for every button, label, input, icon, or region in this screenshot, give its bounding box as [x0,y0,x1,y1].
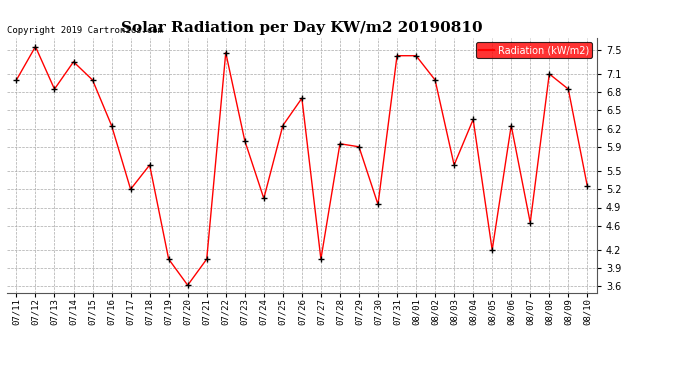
Legend: Radiation (kW/m2): Radiation (kW/m2) [476,42,592,58]
Title: Solar Radiation per Day KW/m2 20190810: Solar Radiation per Day KW/m2 20190810 [121,21,483,35]
Text: Copyright 2019 Cartronics.com: Copyright 2019 Cartronics.com [7,26,163,35]
